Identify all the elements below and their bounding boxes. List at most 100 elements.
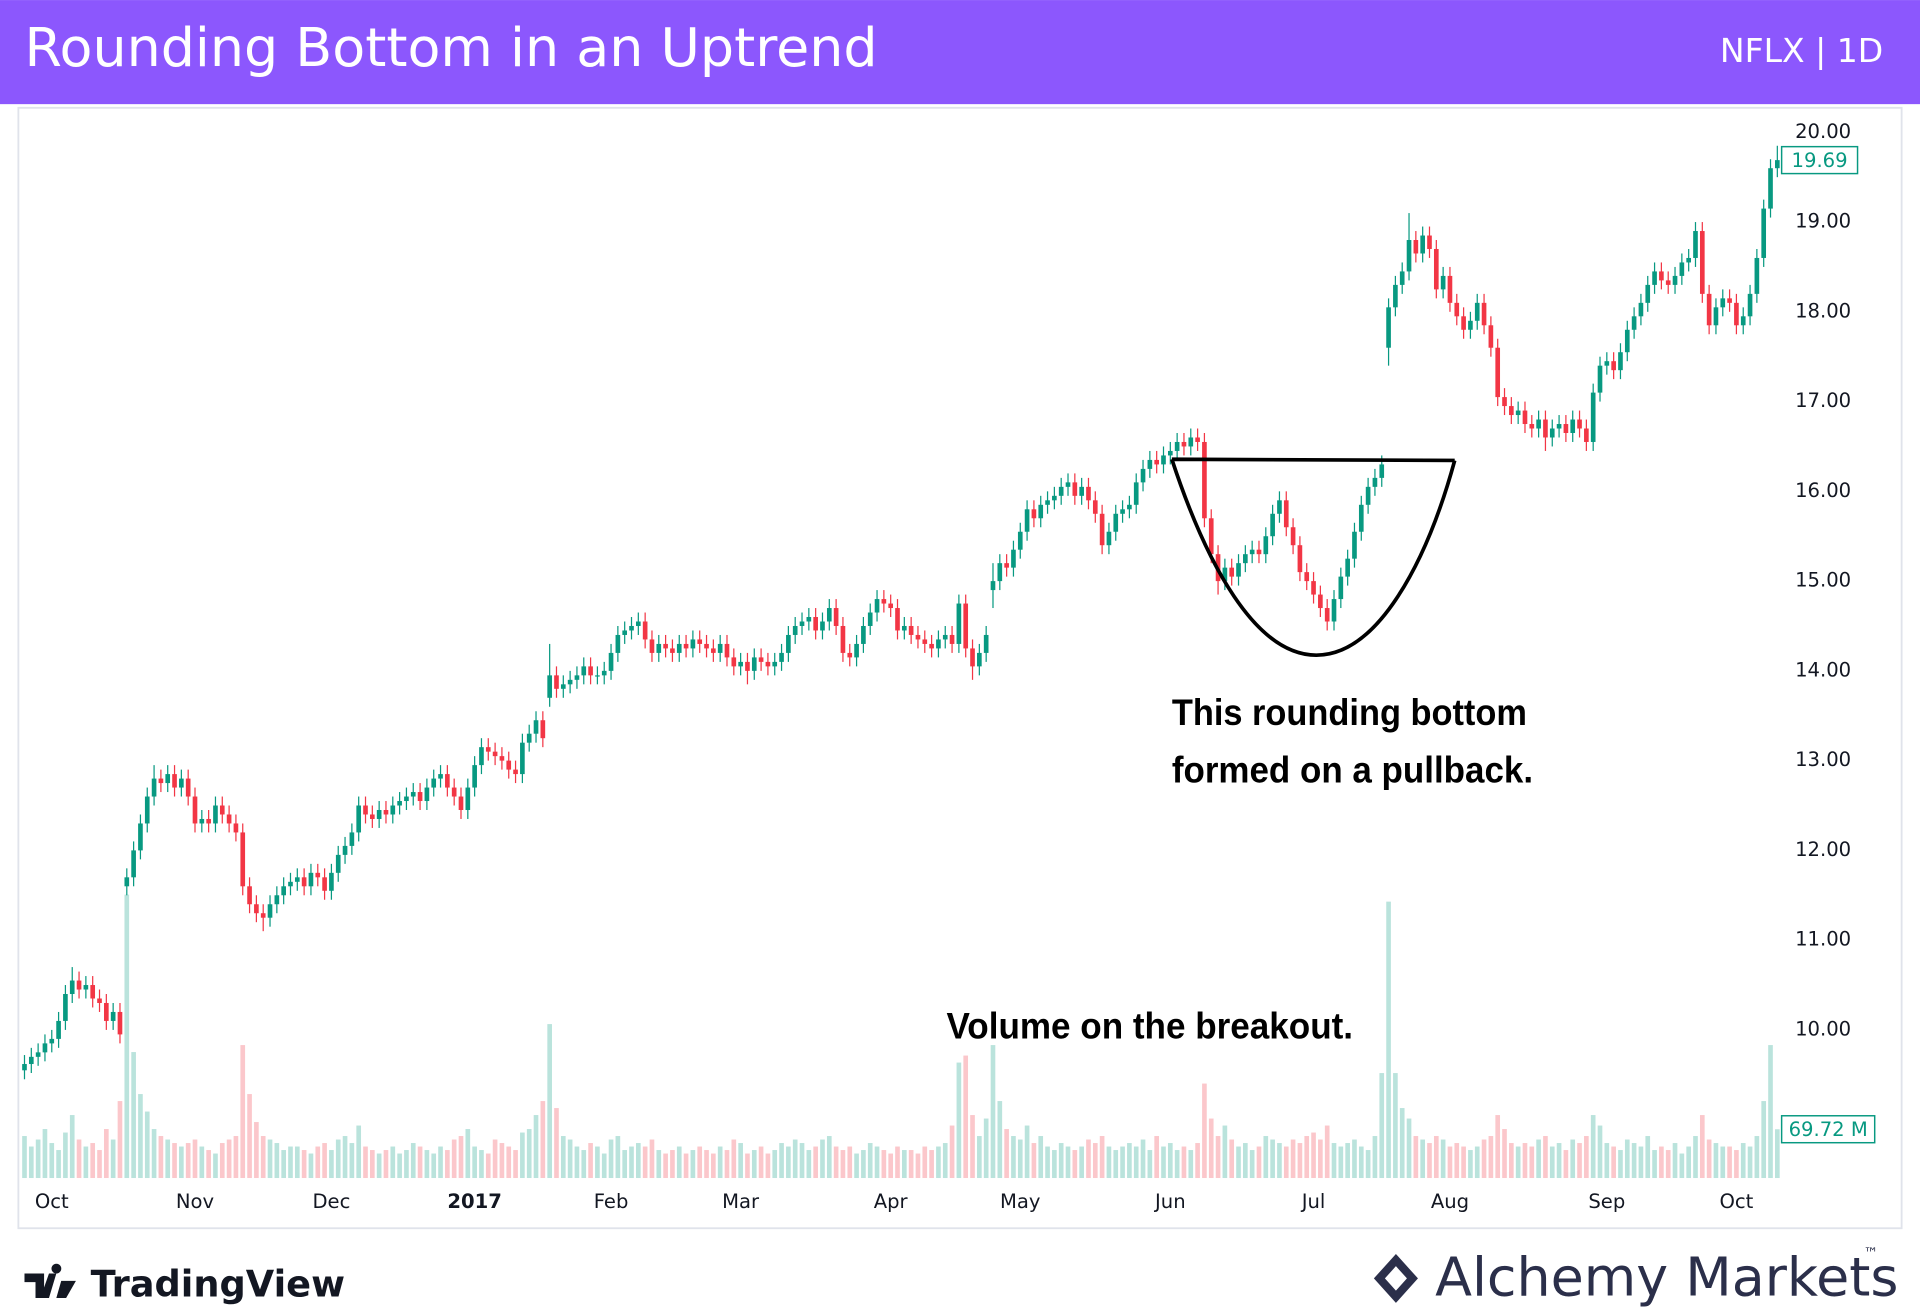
candle-body [445, 774, 450, 788]
volume-bar [165, 1139, 171, 1179]
candle-body [1120, 509, 1125, 514]
volume-bar [1468, 1150, 1473, 1179]
candle-body [1618, 352, 1623, 371]
volume-bar [1004, 1129, 1009, 1179]
volume-bar [1754, 1136, 1760, 1179]
volume-bar [42, 1129, 48, 1179]
volume-bar [219, 1143, 225, 1179]
volume-bar [1761, 1101, 1767, 1179]
volume-bar [1031, 1143, 1037, 1179]
candle-body [997, 563, 1003, 582]
volume-bar [172, 1143, 177, 1179]
volume-bar [390, 1146, 396, 1179]
volume-bar [963, 1055, 969, 1179]
candle-body [820, 621, 825, 631]
candle-body [1249, 549, 1255, 555]
candle-body [90, 985, 96, 999]
candle-body [1495, 347, 1501, 398]
volume-bar [144, 1111, 150, 1179]
y-tick-label: 13.00 [1795, 748, 1851, 771]
volume-bar [1399, 1108, 1405, 1179]
candle-body [288, 881, 293, 887]
volume-bar [28, 1146, 34, 1179]
volume-bar [1440, 1139, 1446, 1179]
volume-bar [595, 1146, 600, 1179]
candle-body [1133, 482, 1139, 505]
candle-body [1488, 325, 1494, 348]
candle-body [649, 639, 655, 653]
candle-body [1727, 298, 1732, 303]
candle-body [1243, 554, 1248, 564]
volume-bar [1699, 1115, 1705, 1179]
volume-bar [485, 1153, 491, 1179]
candle-body [1331, 599, 1337, 622]
candle-body [574, 675, 580, 680]
candle-body [513, 769, 518, 775]
volume-bar [1052, 1150, 1057, 1179]
candle-body [1086, 486, 1091, 501]
candle-body [1386, 307, 1391, 348]
x-tick-label: Dec [312, 1190, 350, 1213]
candle-body [1515, 410, 1521, 416]
candle-body [185, 778, 191, 797]
volume-bar [574, 1146, 580, 1179]
volume-bar [69, 1115, 75, 1179]
volume-bar [410, 1143, 416, 1179]
candle-body [813, 617, 818, 631]
volume-bar [1324, 1125, 1330, 1179]
volume-bar [185, 1143, 191, 1179]
volume-bar [445, 1150, 450, 1179]
volume-bar [1549, 1146, 1555, 1179]
candle-body [417, 792, 423, 802]
volume-bar [1106, 1146, 1112, 1179]
candle-body [704, 643, 709, 649]
volume-bar [35, 1139, 41, 1179]
candle-body [1645, 284, 1651, 303]
candle-body [274, 895, 280, 905]
candle-body [138, 823, 143, 851]
candle-body [131, 850, 136, 878]
candle-body [963, 603, 969, 649]
volume-bar [472, 1146, 477, 1179]
volume-bar [1174, 1150, 1180, 1179]
candle-body [254, 904, 259, 914]
candle-body [983, 634, 989, 653]
volume-bar [656, 1150, 662, 1179]
candle-body [861, 625, 866, 644]
candle-body [1311, 581, 1316, 595]
volume-bar [663, 1153, 668, 1179]
candle-body [1045, 500, 1050, 505]
candle-body [683, 643, 689, 649]
candle-body [308, 872, 314, 887]
candle-body [949, 634, 955, 644]
candle-body [1283, 500, 1289, 528]
volume-bar [806, 1150, 812, 1179]
candle-body [69, 980, 75, 995]
candle-body [595, 675, 600, 677]
candle-body [1699, 231, 1705, 294]
candle-body [1590, 392, 1596, 442]
volume-bar [1536, 1139, 1541, 1179]
x-tick-label: Jun [1153, 1190, 1186, 1213]
candle-body [172, 774, 177, 788]
candle-body [847, 652, 853, 658]
header-bar [0, 0, 1920, 105]
volume-bar [63, 1132, 68, 1179]
volume-bar [1188, 1150, 1194, 1179]
volume-bar [397, 1153, 402, 1179]
volume-bar [1283, 1146, 1289, 1179]
volume-bar [697, 1146, 703, 1179]
volume-bar [151, 1129, 157, 1179]
candle-body [772, 661, 778, 667]
volume-bar [649, 1139, 655, 1179]
volume-bar [1345, 1143, 1350, 1179]
volume-bar [451, 1139, 457, 1179]
candle-body [1297, 545, 1303, 573]
candle-body [1052, 495, 1057, 501]
volume-bar [1133, 1146, 1139, 1179]
candle-body [1065, 482, 1071, 487]
candle-body [1195, 437, 1200, 442]
chart-frame [17, 106, 1903, 1230]
candle-body [936, 639, 941, 649]
volume-bar [342, 1136, 348, 1179]
